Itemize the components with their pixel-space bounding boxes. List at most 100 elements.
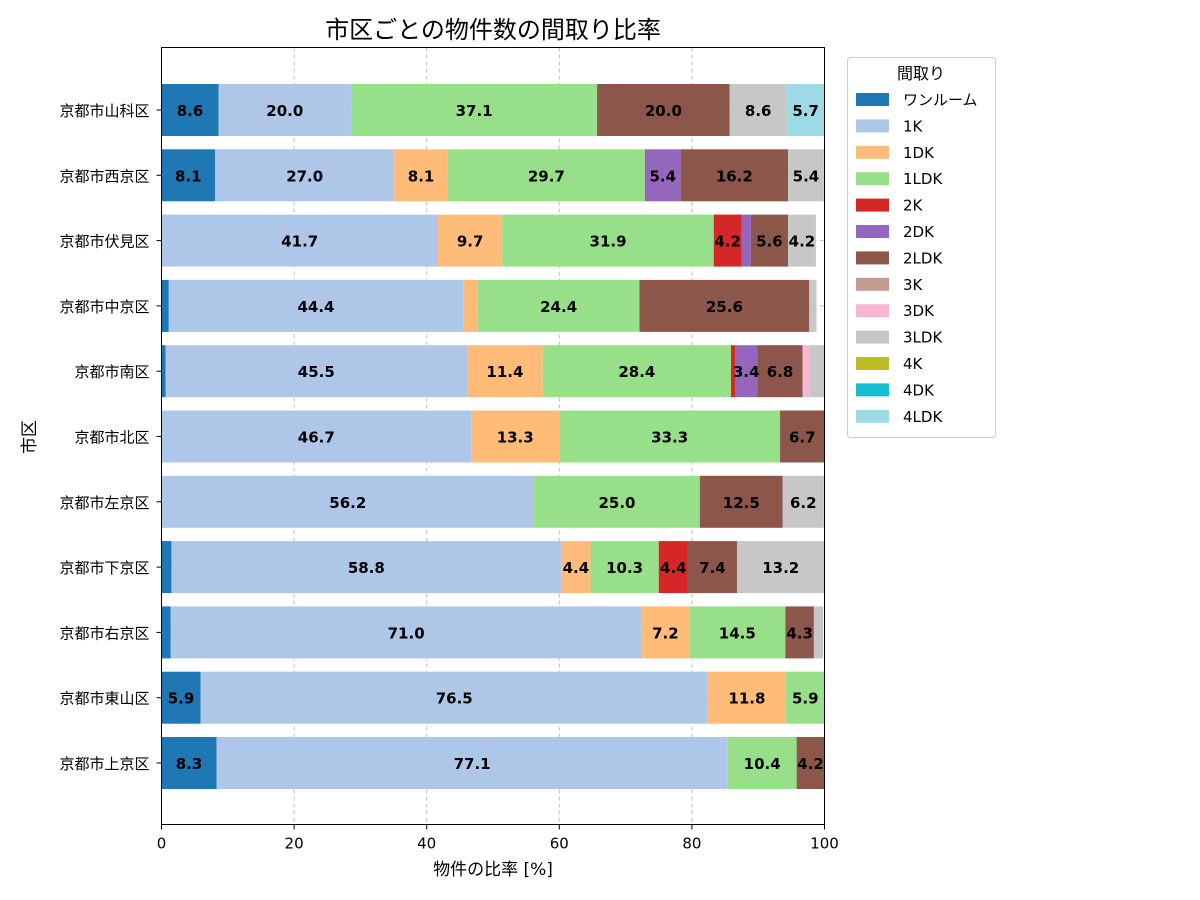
legend-swatch — [856, 93, 889, 106]
bar-value-label: 44.4 — [297, 298, 334, 316]
bar-value-label: 4.4 — [563, 559, 590, 577]
bar-value-label: 4.2 — [714, 233, 741, 251]
bar-segment — [658, 541, 688, 594]
legend-label: 3K — [903, 276, 924, 294]
bar-value-label: 25.6 — [706, 298, 743, 316]
bar-segment — [161, 606, 171, 659]
legend-label: ワンルーム — [903, 91, 978, 109]
y-tick-label: 京都市東山区 — [59, 690, 149, 708]
legend-label: 2K — [903, 197, 924, 215]
bar-segment — [215, 149, 395, 202]
bar-value-label: 6.8 — [767, 363, 794, 381]
bar-value-label: 41.7 — [281, 233, 318, 251]
bar-segment — [171, 541, 562, 594]
bar-segment — [437, 214, 503, 267]
chart-title: 市区ごとの物件数の間取り比率 — [325, 16, 661, 44]
bar-segment — [707, 671, 787, 724]
bar-value-label: 31.9 — [590, 233, 627, 251]
x-tick-label: 60 — [550, 835, 569, 853]
legend-label: 4DK — [903, 381, 935, 399]
bar-segment — [788, 149, 824, 202]
legend-swatch — [856, 172, 889, 186]
bar-segment — [597, 84, 730, 136]
bar-segment — [802, 345, 810, 398]
bar-segment — [170, 606, 642, 659]
legend-label: 1LDK — [903, 170, 943, 188]
bar-segment — [729, 84, 787, 136]
bar-segment — [463, 279, 478, 332]
x-tick-label: 100 — [810, 835, 839, 853]
bar-value-label: 8.6 — [745, 102, 772, 120]
bar-segment — [644, 149, 681, 202]
bar-value-label: 77.1 — [454, 755, 491, 773]
bar-segment — [542, 345, 732, 398]
x-tick-label: 40 — [417, 835, 436, 853]
bar-segment — [785, 606, 814, 659]
legend-swatch — [856, 119, 889, 133]
bar-segment — [590, 541, 659, 594]
legend-swatch — [856, 357, 889, 370]
bar-value-label: 20.0 — [266, 102, 303, 120]
bar-segment — [782, 475, 824, 528]
legend-swatch — [856, 330, 889, 344]
bar-value-label: 8.6 — [177, 102, 204, 120]
legend-swatch — [856, 277, 889, 291]
bar-value-label: 5.6 — [756, 233, 783, 251]
bar-value-label: 12.5 — [723, 494, 760, 512]
bar-value-label: 76.5 — [436, 690, 473, 708]
legend-label: 1K — [903, 117, 924, 135]
legend-label: 2DK — [903, 223, 935, 241]
legend-title: 間取り — [897, 64, 945, 83]
bar-value-label: 9.7 — [457, 233, 484, 251]
bar-value-label: 8.3 — [176, 755, 203, 773]
bar-segment — [477, 279, 640, 332]
bar-segment — [731, 345, 735, 398]
bar-segment — [161, 345, 166, 398]
bar-segment — [161, 214, 438, 267]
bar-segment — [467, 345, 543, 398]
bar-value-label: 7.4 — [699, 559, 726, 577]
y-tick-label: 京都市南区 — [74, 363, 149, 381]
bar-segment — [161, 541, 172, 594]
legend-label: 4K — [903, 355, 924, 373]
y-tick-label: 京都市左京区 — [59, 494, 149, 512]
bar-segment — [161, 475, 535, 528]
bar-value-label: 7.2 — [652, 624, 679, 642]
y-axis: 京都市山科区京都市西京区京都市伏見区京都市中京区京都市南区京都市北区京都市左京区… — [59, 102, 162, 773]
bar-value-label: 45.5 — [298, 363, 335, 381]
x-axis-label: 物件の比率 [%] — [433, 860, 553, 880]
legend: 間取り ワンルーム 1K 1DK 1LDK 2K 2DK 2LDK 3K 3DK 3LDK 4K 4D… — [847, 57, 996, 438]
bar-segment — [687, 541, 737, 594]
bar-value-label: 13.2 — [762, 559, 799, 577]
bar-value-label: 11.8 — [728, 690, 765, 708]
y-tick-label: 京都市中京区 — [59, 298, 149, 316]
legend-label: 2LDK — [903, 249, 943, 267]
y-tick-label: 京都市上京区 — [59, 755, 149, 773]
bar-value-label: 20.0 — [645, 102, 682, 120]
bar-value-label: 6.2 — [790, 494, 817, 512]
bar-segment — [788, 214, 816, 267]
bar-value-label: 10.3 — [606, 559, 643, 577]
legend-label: 3LDK — [903, 329, 943, 347]
bar-value-label: 24.4 — [540, 298, 577, 316]
bar-segment — [699, 475, 783, 528]
y-tick-label: 京都市伏見区 — [59, 233, 149, 251]
bar-segment — [161, 279, 169, 332]
bar-segment — [161, 84, 219, 136]
bar-value-label: 6.7 — [789, 429, 816, 447]
legend-items: ワンルーム 1K 1DK 1LDK 2K 2DK 2LDK 3K 3DK 3LDK 4K 4DK 4LD… — [856, 91, 978, 426]
bar-value-label: 4.2 — [789, 233, 816, 251]
bar-value-label: 29.7 — [528, 167, 565, 185]
bar-segment — [351, 84, 598, 136]
bar-value-label: 5.4 — [649, 167, 676, 185]
bar-segment — [780, 410, 825, 463]
legend-swatch — [856, 409, 889, 423]
bar-segment — [641, 606, 690, 659]
bar-segment — [559, 410, 781, 463]
bar-segment — [447, 149, 645, 202]
bar-segment — [168, 279, 464, 332]
bar-segment — [786, 84, 825, 136]
bar-value-label: 25.0 — [598, 494, 635, 512]
